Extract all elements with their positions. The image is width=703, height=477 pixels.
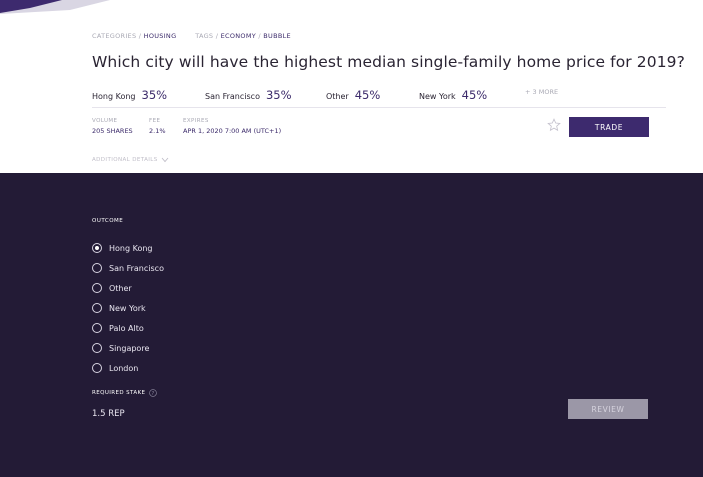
tags-label: TAGS bbox=[195, 32, 214, 40]
review-button[interactable]: REVIEW bbox=[568, 399, 648, 419]
trade-button[interactable]: TRADE bbox=[569, 117, 649, 137]
outcome-label: OUTCOME bbox=[92, 218, 124, 224]
fee-label: FEE bbox=[149, 118, 161, 124]
outcome-option-label: London bbox=[109, 363, 139, 373]
outcome-option-label: Palo Alto bbox=[109, 323, 144, 333]
required-stake-value: 1.5 REP bbox=[92, 409, 125, 419]
outcome-percent: 45% bbox=[354, 88, 381, 102]
outcome-option-label: Other bbox=[109, 283, 132, 293]
expires-value: APR 1, 2020 7:00 AM (UTC+1) bbox=[183, 127, 282, 135]
volume-value: 205 SHARES bbox=[92, 127, 133, 135]
outcome-summary: Other 45% bbox=[326, 84, 380, 103]
fee-value: 2.1% bbox=[149, 127, 166, 135]
expires-label: EXPIRES bbox=[183, 118, 209, 124]
divider bbox=[92, 107, 666, 108]
info-icon[interactable]: ? bbox=[149, 389, 158, 397]
radio-icon[interactable] bbox=[92, 323, 102, 333]
chevron-down-icon bbox=[161, 157, 168, 163]
outcome-percent: 45% bbox=[461, 88, 488, 102]
radio-selected-icon[interactable] bbox=[92, 243, 102, 253]
outcome-summary: San Francisco 35% bbox=[205, 84, 292, 103]
outcome-option-hong-kong[interactable]: Hong Kong bbox=[92, 241, 292, 255]
outcome-summary: New York 45% bbox=[419, 84, 487, 103]
outcome-option-label: Singapore bbox=[109, 343, 150, 353]
radio-icon[interactable] bbox=[92, 283, 102, 293]
additional-details-toggle[interactable]: ADDITIONAL DETAILS bbox=[92, 157, 169, 163]
outcome-option-label: New York bbox=[109, 303, 146, 313]
more-outcomes-link[interactable]: + 3 MORE bbox=[525, 88, 559, 96]
fee-stat: FEE 2.1% bbox=[149, 118, 166, 135]
svg-text:?: ? bbox=[152, 391, 155, 397]
categories-label: CATEGORIES bbox=[92, 32, 137, 40]
outcome-name: Hong Kong bbox=[92, 92, 136, 101]
outcome-name: San Francisco bbox=[205, 92, 260, 101]
outcome-percent: 35% bbox=[265, 88, 292, 102]
outcome-option-other[interactable]: Other bbox=[92, 281, 292, 295]
outcome-option-san-francisco[interactable]: San Francisco bbox=[92, 261, 292, 275]
star-icon[interactable] bbox=[547, 118, 561, 132]
outcome-option-london[interactable]: London bbox=[92, 361, 292, 375]
top-outcomes: Hong Kong 35% San Francisco 35% Other 45% N… bbox=[92, 84, 692, 103]
volume-label: VOLUME bbox=[92, 118, 118, 124]
outcome-name: Other bbox=[326, 92, 349, 101]
tag-link-bubble[interactable]: BUBBLE bbox=[263, 32, 291, 40]
required-stake-label: REQUIRED STAKE ? bbox=[92, 389, 158, 397]
outcome-option-label: Hong Kong bbox=[109, 243, 153, 253]
outcome-option-singapore[interactable]: Singapore bbox=[92, 341, 292, 355]
category-link-housing[interactable]: HOUSING bbox=[143, 32, 177, 40]
corner-decoration bbox=[0, 0, 110, 14]
outcome-name: New York bbox=[419, 92, 456, 101]
market-title: Which city will have the highest median … bbox=[92, 53, 685, 71]
outcome-option-new-york[interactable]: New York bbox=[92, 301, 292, 315]
radio-icon[interactable] bbox=[92, 303, 102, 313]
tag-link-economy[interactable]: ECONOMY bbox=[220, 32, 257, 40]
required-stake-text: REQUIRED STAKE bbox=[92, 390, 146, 396]
outcome-option-palo-alto[interactable]: Palo Alto bbox=[92, 321, 292, 335]
volume-stat: VOLUME 205 SHARES bbox=[92, 118, 133, 135]
outcome-percent: 35% bbox=[141, 88, 168, 102]
radio-icon[interactable] bbox=[92, 363, 102, 373]
outcome-summary: Hong Kong 35% bbox=[92, 84, 167, 103]
additional-details-label: ADDITIONAL DETAILS bbox=[92, 157, 158, 163]
expires-stat: EXPIRES APR 1, 2020 7:00 AM (UTC+1) bbox=[183, 118, 281, 135]
market-meta: CATEGORIES / HOUSING TAGS / ECONOMY / BU… bbox=[92, 32, 291, 40]
radio-icon[interactable] bbox=[92, 263, 102, 273]
market-card: CATEGORIES / HOUSING TAGS / ECONOMY / BU… bbox=[0, 0, 703, 173]
radio-icon[interactable] bbox=[92, 343, 102, 353]
outcome-option-label: San Francisco bbox=[109, 263, 164, 273]
